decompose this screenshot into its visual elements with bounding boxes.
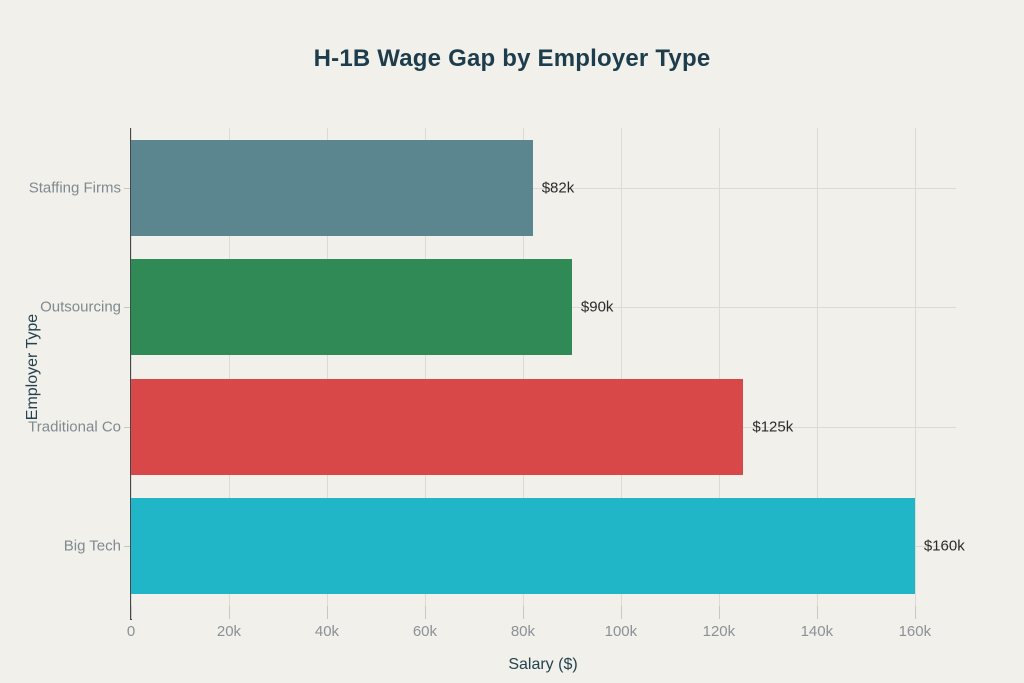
gridline-vertical	[326, 128, 328, 606]
plot-area: $82k $90k $125k $160k	[131, 128, 965, 606]
x-tick-label: 160k	[898, 623, 932, 640]
y-axis-tick	[124, 187, 130, 189]
y-axis-tick	[124, 307, 130, 309]
category-label: Staffing Firms	[28, 179, 121, 197]
x-axis-tick	[326, 606, 328, 619]
x-axis-tick	[816, 606, 818, 619]
x-tick-label: 120k	[702, 623, 736, 640]
x-tick-label: 0	[126, 623, 136, 640]
gridline-vertical	[620, 128, 622, 606]
category-label: Traditional Co	[28, 418, 121, 436]
x-axis-tick	[620, 606, 622, 619]
bar-traditional-co	[131, 378, 744, 475]
x-axis-tick	[914, 606, 916, 619]
bar-value-label: $125k	[752, 418, 794, 436]
gridline-vertical	[131, 128, 132, 606]
bar-outsourcing	[131, 259, 572, 356]
gridline-vertical	[816, 128, 818, 606]
x-axis-tick	[718, 606, 720, 619]
gridline-vertical	[424, 128, 426, 606]
x-axis-tick	[522, 606, 524, 619]
x-tick-label: 100k	[604, 623, 638, 640]
gridline-vertical	[228, 128, 230, 606]
category-label: Big Tech	[63, 537, 121, 555]
bar-value-label: $82k	[541, 179, 575, 197]
x-tick-label: 80k	[510, 623, 536, 640]
gridline-horizontal	[131, 187, 956, 189]
y-axis-title: Employer Type	[24, 313, 41, 421]
x-tick-label: 40k	[314, 623, 340, 640]
x-axis-tick	[228, 606, 230, 619]
y-axis-tick	[124, 546, 130, 548]
chart-title: H-1B Wage Gap by Employer Type	[313, 45, 711, 73]
bar-value-label: $160k	[923, 537, 965, 555]
x-tick-label: 60k	[412, 623, 438, 640]
x-axis-title: Salary ($)	[508, 656, 578, 673]
gridline-vertical	[914, 128, 916, 606]
gridline-vertical	[718, 128, 720, 606]
category-label: Outsourcing	[40, 298, 121, 316]
y-axis-tick	[124, 426, 130, 428]
x-tick-label: 140k	[800, 623, 834, 640]
x-axis-tick	[131, 606, 132, 619]
bar-value-label: $90k	[580, 298, 614, 316]
gridline-vertical	[522, 128, 524, 606]
bar-big-tech	[131, 498, 915, 595]
x-axis-tick	[424, 606, 426, 619]
bar-staffing-firms	[131, 139, 533, 236]
x-tick-label: 20k	[216, 623, 242, 640]
